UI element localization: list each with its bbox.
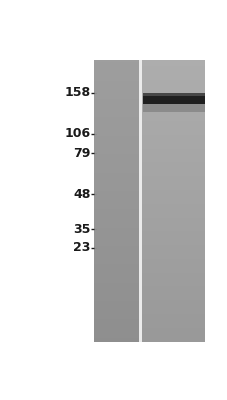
Bar	[142, 104, 204, 112]
Bar	[138, 60, 142, 342]
Text: 79: 79	[73, 147, 90, 160]
Text: 35: 35	[73, 223, 90, 236]
Text: 158: 158	[64, 86, 90, 99]
Text: 106: 106	[64, 127, 90, 140]
Bar	[28, 48, 93, 356]
Text: 23: 23	[73, 241, 90, 254]
Text: 48: 48	[73, 188, 90, 201]
Bar	[142, 93, 204, 96]
Bar	[142, 93, 204, 104]
